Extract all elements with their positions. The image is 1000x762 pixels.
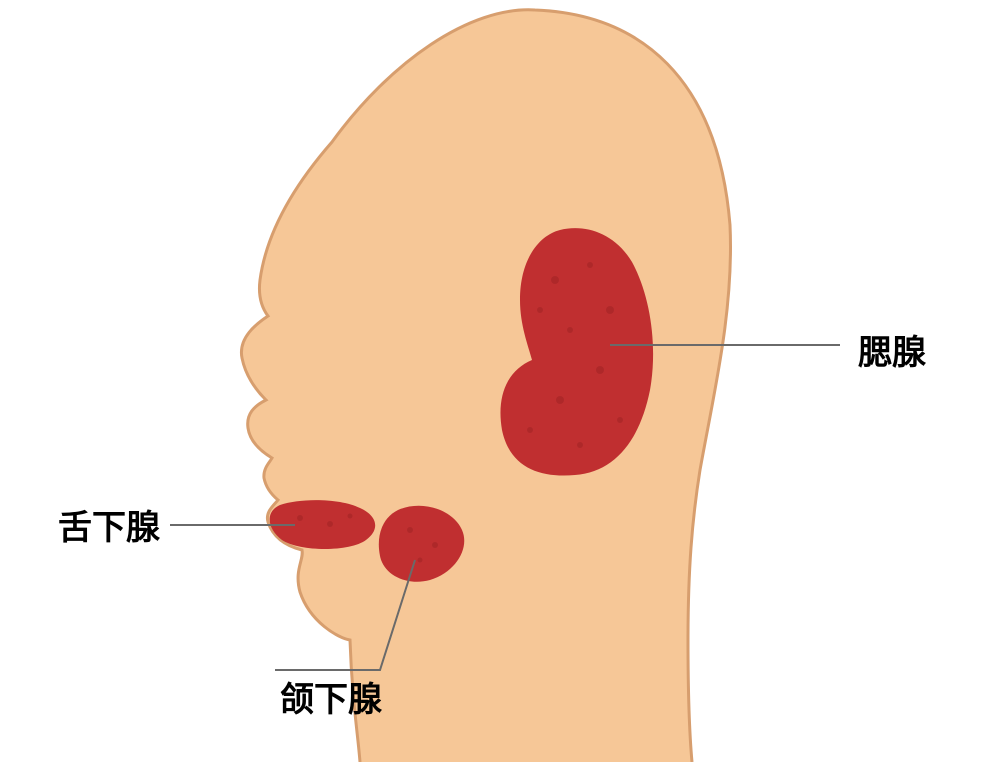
label-parotid: 腮腺 — [858, 325, 926, 374]
anatomy-svg — [0, 0, 1000, 762]
diagram-stage: 腮腺 舌下腺 颌下腺 — [0, 0, 1000, 762]
label-submandibular: 颌下腺 — [280, 672, 382, 721]
label-sublingual: 舌下腺 — [58, 500, 160, 549]
